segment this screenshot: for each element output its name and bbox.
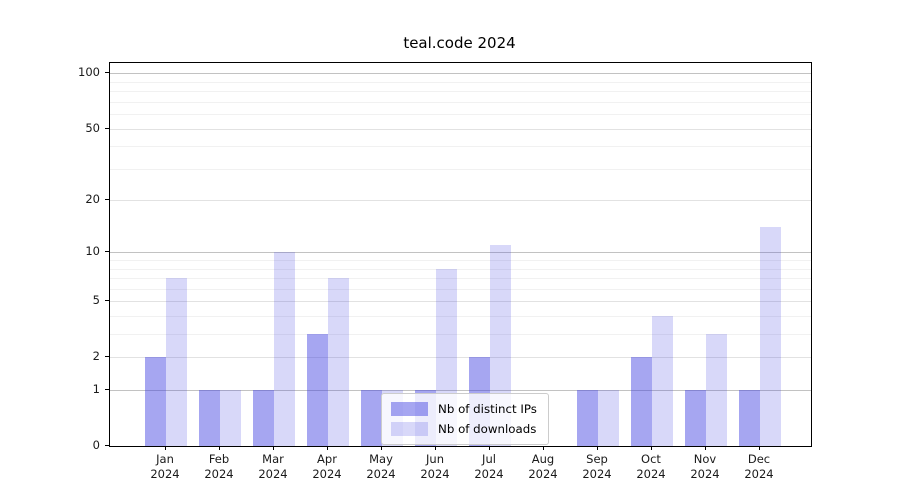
x-tick-mark	[543, 446, 544, 450]
x-tick-label-nov: Nov 2024	[690, 452, 720, 481]
bar-distinct-ips-jan	[145, 357, 166, 446]
y-minor-gridline	[110, 146, 811, 148]
y-tick-label-100: 100	[78, 65, 100, 80]
x-tick-label-jan: Jan 2024	[150, 452, 180, 481]
x-tick-mark	[705, 446, 706, 450]
plot-area: Nb of distinct IPs Nb of downloads	[109, 62, 812, 447]
downloads-swatch-icon	[391, 422, 428, 436]
y-tick-label-0: 0	[92, 438, 100, 452]
y-tick-label-50: 50	[85, 120, 100, 135]
legend-item-downloads: Nb of downloads	[391, 419, 537, 439]
bar-downloads-mar	[274, 252, 295, 446]
x-tick-label-mar: Mar 2024	[258, 452, 288, 481]
y-minor-gridline	[110, 81, 811, 83]
x-tick-mark	[435, 446, 436, 450]
x-tick-mark	[219, 446, 220, 450]
x-tick-label-jul: Jul 2024	[474, 452, 504, 481]
y-gridline	[110, 73, 811, 75]
bar-distinct-ips-dec	[739, 390, 760, 446]
y-tick-mark	[105, 300, 109, 302]
x-tick-label-dec: Dec 2024	[744, 452, 774, 481]
legend-item-distinct-ips: Nb of distinct IPs	[391, 399, 537, 419]
y-tick-mark	[105, 445, 109, 446]
y-gridline	[110, 252, 811, 254]
bar-downloads-jan	[166, 278, 187, 446]
x-tick-label-may: May 2024	[366, 452, 396, 481]
x-tick-label-feb: Feb 2024	[204, 452, 234, 481]
bar-distinct-ips-mar	[253, 390, 274, 446]
bar-downloads-apr	[328, 278, 349, 446]
x-tick-mark	[381, 446, 382, 450]
x-tick-mark	[651, 446, 652, 450]
y-tick-label-5: 5	[92, 293, 100, 308]
bar-distinct-ips-may	[361, 390, 382, 446]
bar-distinct-ips-nov	[685, 390, 706, 446]
y-tick-label-2: 2	[92, 349, 100, 364]
y-minor-gridline	[110, 168, 811, 170]
y-minor-gridline	[110, 288, 811, 290]
y-minor-gridline	[110, 316, 811, 318]
x-tick-mark	[759, 446, 760, 450]
bar-downloads-nov	[706, 334, 727, 446]
y-tick-label-20: 20	[85, 192, 100, 207]
y-minor-gridline	[110, 114, 811, 116]
y-tick-mark	[105, 72, 109, 74]
y-gridline	[110, 128, 811, 130]
y-tick-label-1: 1	[92, 382, 100, 397]
x-tick-label-aug: Aug 2024	[528, 452, 558, 481]
y-tick-mark	[105, 251, 109, 253]
y-tick-mark	[105, 199, 109, 201]
x-tick-mark	[327, 446, 328, 450]
y-tick-mark	[105, 127, 109, 129]
bar-downloads-sep	[598, 390, 619, 446]
x-tick-mark	[165, 446, 166, 450]
x-tick-mark	[597, 446, 598, 450]
y-tick-label-10: 10	[85, 244, 100, 259]
legend-label-distinct-ips: Nb of distinct IPs	[438, 402, 537, 416]
y-gridline	[110, 200, 811, 202]
distinct-ips-swatch-icon	[391, 402, 428, 416]
x-tick-label-sep: Sep 2024	[582, 452, 612, 481]
bar-distinct-ips-apr	[307, 334, 328, 446]
x-tick-label-jun: Jun 2024	[420, 452, 450, 481]
y-minor-gridline	[110, 260, 811, 262]
y-minor-gridline	[110, 91, 811, 93]
x-tick-label-oct: Oct 2024	[636, 452, 666, 481]
legend: Nb of distinct IPs Nb of downloads	[381, 393, 549, 445]
x-tick-label-apr: Apr 2024	[312, 452, 342, 481]
x-tick-mark	[489, 446, 490, 450]
y-gridline	[110, 390, 811, 392]
y-gridline	[110, 301, 811, 303]
bar-downloads-feb	[220, 390, 241, 446]
y-minor-gridline	[110, 334, 811, 336]
y-tick-mark	[105, 389, 109, 391]
x-tick-mark	[273, 446, 274, 450]
bar-distinct-ips-oct	[631, 357, 652, 446]
y-minor-gridline	[110, 278, 811, 280]
y-minor-gridline	[110, 101, 811, 103]
bar-distinct-ips-feb	[199, 390, 220, 446]
bar-downloads-dec	[760, 227, 781, 446]
bar-distinct-ips-sep	[577, 390, 598, 446]
legend-label-downloads: Nb of downloads	[438, 422, 537, 436]
y-gridline	[110, 357, 811, 359]
y-minor-gridline	[110, 268, 811, 270]
chart-title: teal.code 2024	[403, 34, 516, 52]
bar-downloads-oct	[652, 316, 673, 446]
y-tick-mark	[105, 356, 109, 358]
